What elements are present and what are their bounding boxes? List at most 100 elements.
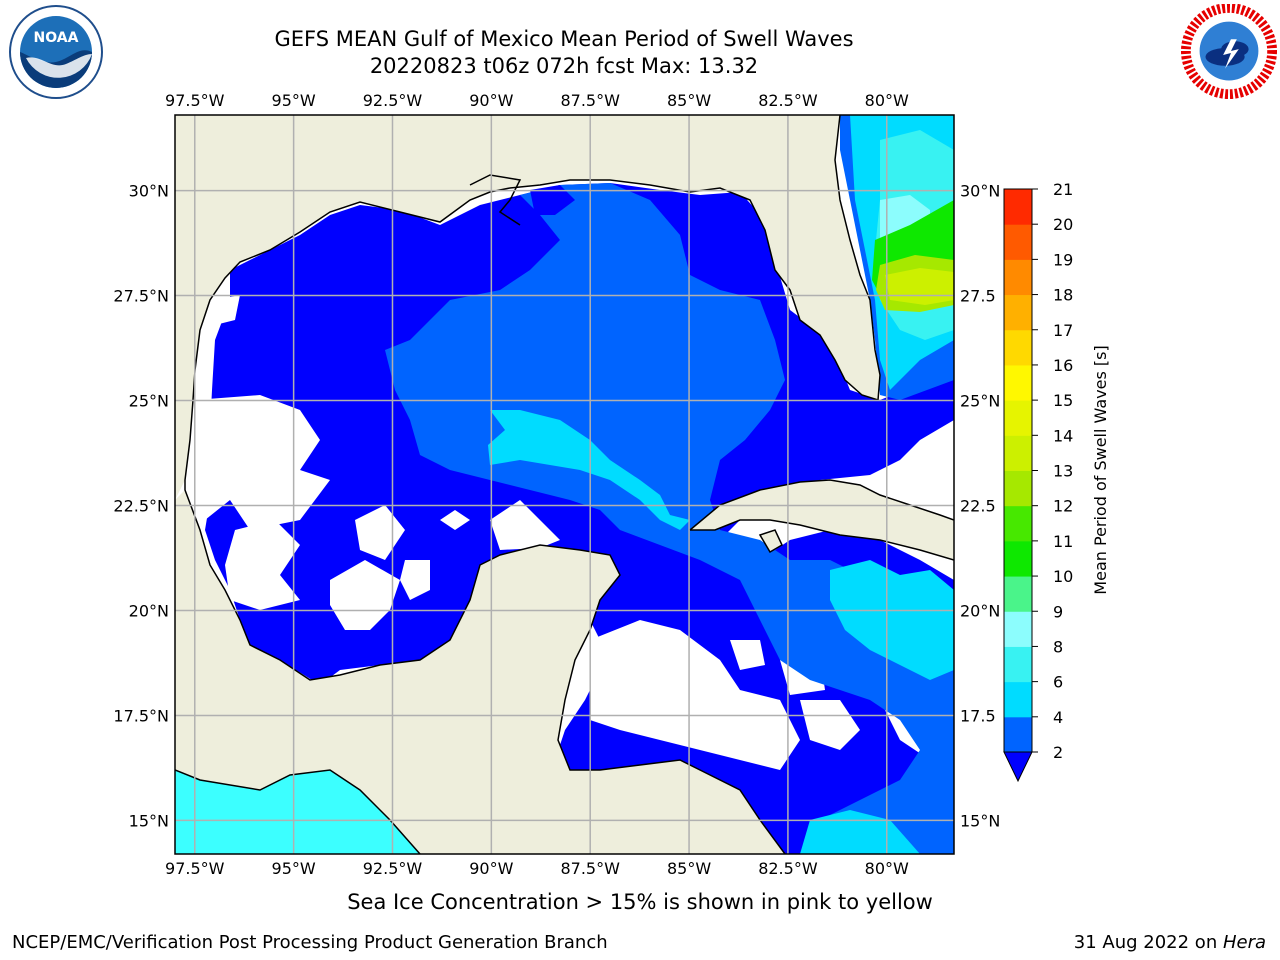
- svg-text:NOAA: NOAA: [34, 30, 79, 46]
- land-mexico: [175, 490, 785, 854]
- colorbar-tick-label: 4: [1053, 708, 1063, 727]
- colorbar-tick-label: 12: [1053, 497, 1073, 516]
- colorbar-tick-label: 16: [1053, 356, 1073, 375]
- nws-logo-icon: [1180, 4, 1278, 100]
- lon-tick-label: 87.5°W: [560, 91, 620, 110]
- lon-tick-label: 85°W: [667, 91, 711, 110]
- colorbar-tick-label: 13: [1053, 462, 1073, 481]
- noaa-logo-icon: NOAA: [9, 5, 103, 99]
- lon-ticks-bottom: 97.5°W 95°W 92.5°W 90°W 87.5°W 85°W 82.5°W 80°W: [165, 859, 909, 878]
- swell-field-lowest: [530, 185, 575, 215]
- lat-tick-label: 22.5°N: [113, 496, 169, 515]
- lat-tick-label: 15°N: [960, 811, 1000, 830]
- colorbar-tick-label: 2: [1053, 743, 1063, 762]
- footer-credit: NCEP/EMC/Verification Post Processing Pr…: [12, 932, 608, 953]
- colorbar-tick-label: 20: [1053, 215, 1073, 234]
- nodata-patch: [730, 640, 765, 670]
- colorbar-segment: [1004, 329, 1032, 366]
- colorbar-segment: [1004, 435, 1032, 471]
- colorbar-segment: [1004, 364, 1032, 401]
- nodata-patch: [800, 700, 860, 750]
- land-cuba: [690, 480, 954, 560]
- colorbar-tick-label: 19: [1053, 250, 1073, 269]
- colorbar-segment: [1004, 716, 1032, 753]
- nodata-patch: [590, 620, 800, 770]
- lat-ticks-left: 30°N 27.5°N 25°N 22.5°N 20°N 17.5°N 15°N: [113, 182, 169, 831]
- lat-tick-label: 30°N: [960, 182, 1000, 201]
- colorbar-tick-label: 17: [1053, 321, 1073, 340]
- lon-ticks-top: 97.5°W 95°W 92.5°W 90°W 87.5°W 85°W 82.5°W 80°W: [165, 91, 909, 110]
- sea-ice-note: Sea Ice Concentration > 15% is shown in …: [347, 890, 933, 914]
- colorbar-segment: [1004, 576, 1032, 612]
- lat-tick-label: 25°N: [960, 392, 1000, 411]
- map-frame: [174, 114, 955, 855]
- coastline: [175, 115, 954, 854]
- colorbar-segment: [1004, 646, 1032, 683]
- lat-tick-label: 22.5: [960, 496, 996, 515]
- map-gridlines: [175, 115, 954, 854]
- lat-tick-label: 17.5°N: [113, 706, 169, 725]
- colorbar-segment: [1004, 259, 1032, 296]
- land-isla-juventud: [760, 530, 782, 552]
- nodata-patch: [490, 500, 560, 550]
- lon-tick-label: 80°W: [865, 859, 909, 878]
- lon-tick-label: 92.5°W: [363, 91, 423, 110]
- lat-ticks-right: 30°N 27.5 25°N 22.5 20°N 17.5 15°N: [960, 182, 1000, 831]
- colorbar-segment: [1004, 611, 1032, 647]
- lat-tick-label: 15°N: [129, 811, 169, 830]
- map-title: GEFS MEAN Gulf of Mexico Mean Period of …: [274, 27, 854, 51]
- lon-tick-label: 90°W: [469, 91, 513, 110]
- colorbar-segment: [1004, 224, 1032, 260]
- swell-field-4-6s: [488, 410, 690, 530]
- lat-tick-label: 27.5°N: [113, 287, 169, 306]
- lon-tick-label: 85°W: [667, 859, 711, 878]
- lon-tick-label: 87.5°W: [560, 859, 620, 878]
- swell-field-4-6s: [830, 560, 954, 680]
- footer-date: 31 Aug 2022 on Hera: [1074, 932, 1266, 953]
- nodata-patch: [195, 395, 330, 530]
- map-subtitle: 20220823 t06z 072h fcst Max: 13.32: [369, 54, 759, 78]
- colorbar-tick-label: 21: [1053, 180, 1073, 199]
- colorbar-tick-label: 14: [1053, 426, 1073, 445]
- colorbar-segment: [1004, 400, 1032, 436]
- lat-tick-label: 27.5: [960, 287, 996, 306]
- colorbar-tick-label: 6: [1053, 673, 1063, 692]
- lat-tick-label: 20°N: [960, 601, 1000, 620]
- colorbar-segment: [1004, 294, 1032, 331]
- colorbar-segment: [1004, 540, 1032, 577]
- lon-tick-label: 80°W: [865, 91, 909, 110]
- lat-tick-label: 30°N: [129, 182, 169, 201]
- lon-tick-label: 95°W: [272, 91, 316, 110]
- swell-field-12-13s: [885, 268, 954, 305]
- lon-tick-label: 97.5°W: [165, 859, 225, 878]
- nodata-patch: [440, 510, 470, 530]
- colorbar-tick-label: 11: [1053, 532, 1073, 551]
- lat-tick-label: 20°N: [129, 601, 169, 620]
- nodata-patch: [330, 560, 400, 630]
- colorbar: 2 4 6 8 9 10 11 12 13 14 15 16 17 18 19 20 21 Mean Perio…: [1003, 180, 1110, 783]
- colorbar-tick-label: 18: [1053, 286, 1073, 305]
- colorbar-tick-label: 15: [1053, 391, 1073, 410]
- colorbar-tick-label: 8: [1053, 637, 1063, 656]
- pacific-swell: [175, 770, 420, 854]
- colorbar-tick-label: 9: [1053, 602, 1063, 621]
- lon-tick-label: 82.5°W: [758, 91, 818, 110]
- nodata-patch: [400, 560, 430, 600]
- colorbar-segment: [1004, 681, 1032, 718]
- lon-tick-label: 82.5°W: [758, 859, 818, 878]
- lat-tick-label: 25°N: [129, 392, 169, 411]
- lon-tick-label: 95°W: [272, 859, 316, 878]
- colorbar-label: Mean Period of Swell Waves [s]: [1091, 345, 1110, 594]
- colorbar-segment: [1004, 470, 1032, 507]
- colorbar-segment: [1004, 189, 1032, 225]
- footer-date-text: 31 Aug 2022 on: [1073, 932, 1223, 953]
- lon-tick-label: 97.5°W: [165, 91, 225, 110]
- lat-tick-label: 17.5: [960, 706, 996, 725]
- nodata-patch: [214, 295, 240, 325]
- map-panel: 97.5°W 95°W 92.5°W 90°W 87.5°W 85°W 82.5°W 80°W…: [113, 91, 1000, 878]
- colorbar-segment: [1004, 505, 1032, 542]
- lon-tick-label: 92.5°W: [363, 859, 423, 878]
- lon-tick-label: 90°W: [469, 859, 513, 878]
- colorbar-under-arrow: [1003, 751, 1033, 783]
- footer-machine: Hera: [1222, 932, 1266, 953]
